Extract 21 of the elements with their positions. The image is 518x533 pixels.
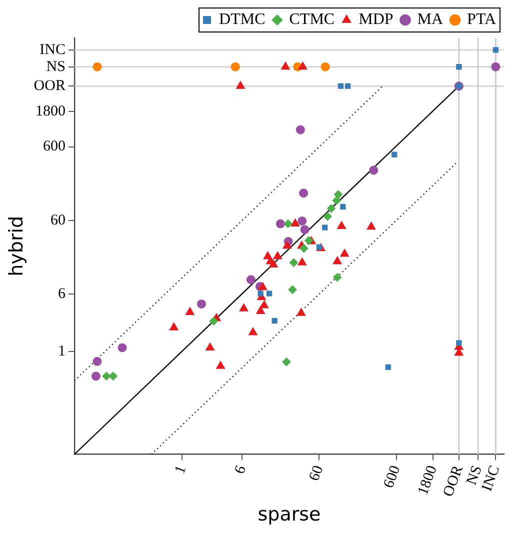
y-tick-label: 1800 <box>35 104 66 120</box>
y-tick-label: 600 <box>42 138 66 155</box>
x-tick-label: OOR <box>440 464 466 499</box>
x-tick-label: 1 <box>172 464 190 476</box>
x-tick-label: 60 <box>306 464 327 484</box>
legend-label: MDP <box>358 11 394 28</box>
y-tick-label: INC <box>40 42 66 58</box>
x-tick-label: 1800 <box>415 464 440 498</box>
y-tick-label: OOR <box>34 78 66 94</box>
y-tick-label: 1 <box>58 343 66 360</box>
legend-label: PTA <box>467 11 496 28</box>
x-tick-label: 6 <box>232 463 250 476</box>
legend-label: DTMC <box>219 11 266 28</box>
y-tick-label: 60 <box>50 212 66 228</box>
y-axis-title: hybrid <box>5 216 28 276</box>
y-tick-label: NS <box>46 58 66 75</box>
legend-label: CTMC <box>289 11 335 28</box>
legend-label: MA <box>417 11 444 28</box>
x-axis-title: sparse <box>258 504 321 526</box>
y-tick-label: 6 <box>58 286 66 302</box>
x-tick-label: 600 <box>381 464 404 490</box>
